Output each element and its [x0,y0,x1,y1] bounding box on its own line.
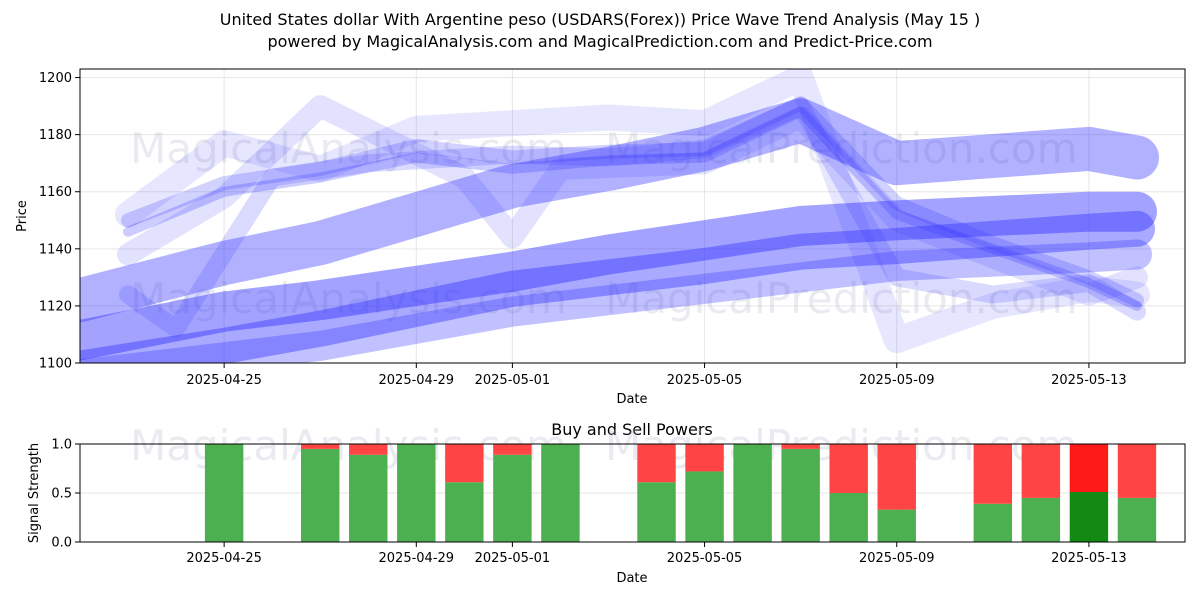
price-wave-line [119,97,1146,338]
sell-bar [829,444,868,493]
price-xtick-label: 2025-05-01 [475,373,551,388]
price-watermarks: MagicalAnalysis.com MagicalPrediction.co… [130,124,1078,323]
buy-bar [829,493,868,542]
signal-bars [204,444,1157,542]
price-wave-line [80,210,1155,363]
sell-bar [637,444,676,483]
sell-bar [349,444,388,455]
price-xlabel: Date [616,392,647,407]
chart-title: United States dollar With Argentine peso… [219,10,981,29]
price-ylabel: Price [15,200,30,232]
signal-ytick-label: 1.0 [51,438,72,453]
buy-bar [973,503,1013,542]
signal-xtick-label: 2025-05-13 [1051,551,1127,566]
buy-bar [301,448,340,542]
watermark-analysis-2: MagicalAnalysis.com [130,274,567,323]
buy-bar [397,444,436,542]
price-plot-frame [79,68,1186,364]
buy-bar [733,444,772,542]
signal-ytick-label: 0.5 [51,487,72,502]
buy-bar [1069,492,1109,542]
signal-xtick-label: 2025-04-25 [186,551,262,566]
sell-bar [685,444,724,472]
signal-xtick-label: 2025-05-01 [475,551,551,566]
watermark-prediction-2: MagicalPrediction.com [605,274,1078,323]
watermark-analysis-1: MagicalAnalysis.com [130,124,567,173]
signal-xlabel: Date [616,571,647,586]
price-wave-line [80,239,1152,363]
price-wave-line [117,95,1148,306]
buy-bar [781,448,820,542]
sell-bar [1021,444,1061,498]
price-waves [80,69,1159,363]
sell-bar [301,444,340,449]
sell-bar [781,444,820,449]
price-ytick-label: 1120 [39,299,72,314]
buy-bar [541,444,580,542]
price-ytick-label: 1100 [39,357,72,372]
price-xtick-label: 2025-04-25 [186,373,262,388]
signal-xtick-label: 2025-05-09 [859,551,935,566]
price-wave-line [80,191,1157,361]
buy-bar [493,454,532,542]
sell-bar [877,444,916,510]
watermark-prediction-1: MagicalPrediction.com [605,124,1078,173]
price-ytick-label: 1160 [39,185,72,200]
price-ytick-label: 1180 [39,128,72,143]
price-ytick-label: 1140 [39,242,72,257]
sell-bar [1117,444,1157,498]
price-xtick-label: 2025-05-05 [667,373,743,388]
buy-bar [1021,497,1061,542]
price-wave-line [80,98,1159,323]
price-xtick-label: 2025-05-09 [859,373,935,388]
signal-xtick-label: 2025-04-29 [379,551,455,566]
signal-ytick-label: 0.0 [51,536,72,551]
price-wave-line [121,96,1144,308]
buy-bar [349,454,388,542]
buy-bar [1117,497,1157,542]
signal-ylabel: Signal Strength [27,443,42,543]
signal-xtick-label: 2025-05-05 [667,551,743,566]
price-axes: 2025-04-25 2025-04-29 2025-05-01 2025-05-05… [39,71,1127,388]
price-xtick-label: 2025-05-13 [1051,373,1127,388]
chart-subtitle: powered by MagicalAnalysis.com and Magic… [267,32,933,51]
price-ytick-label: 1200 [39,71,72,86]
sell-bar [493,444,532,455]
buy-bar [445,482,484,542]
sell-bar [973,444,1013,504]
buy-bar [877,509,916,542]
price-xtick-label: 2025-04-29 [379,373,455,388]
signal-axes: 0.0 0.5 1.0 2025-04-25 2025-04-29 2025-05-01 2… [51,438,1126,567]
buy-bar [685,471,724,542]
sell-bar [445,444,484,483]
signal-title: Buy and Sell Powers [551,420,713,439]
sell-bar [1069,444,1109,493]
buy-bar [637,482,676,542]
price-wave-line [123,106,1142,311]
price-wave-line [115,69,1150,354]
buy-bar [204,444,244,542]
